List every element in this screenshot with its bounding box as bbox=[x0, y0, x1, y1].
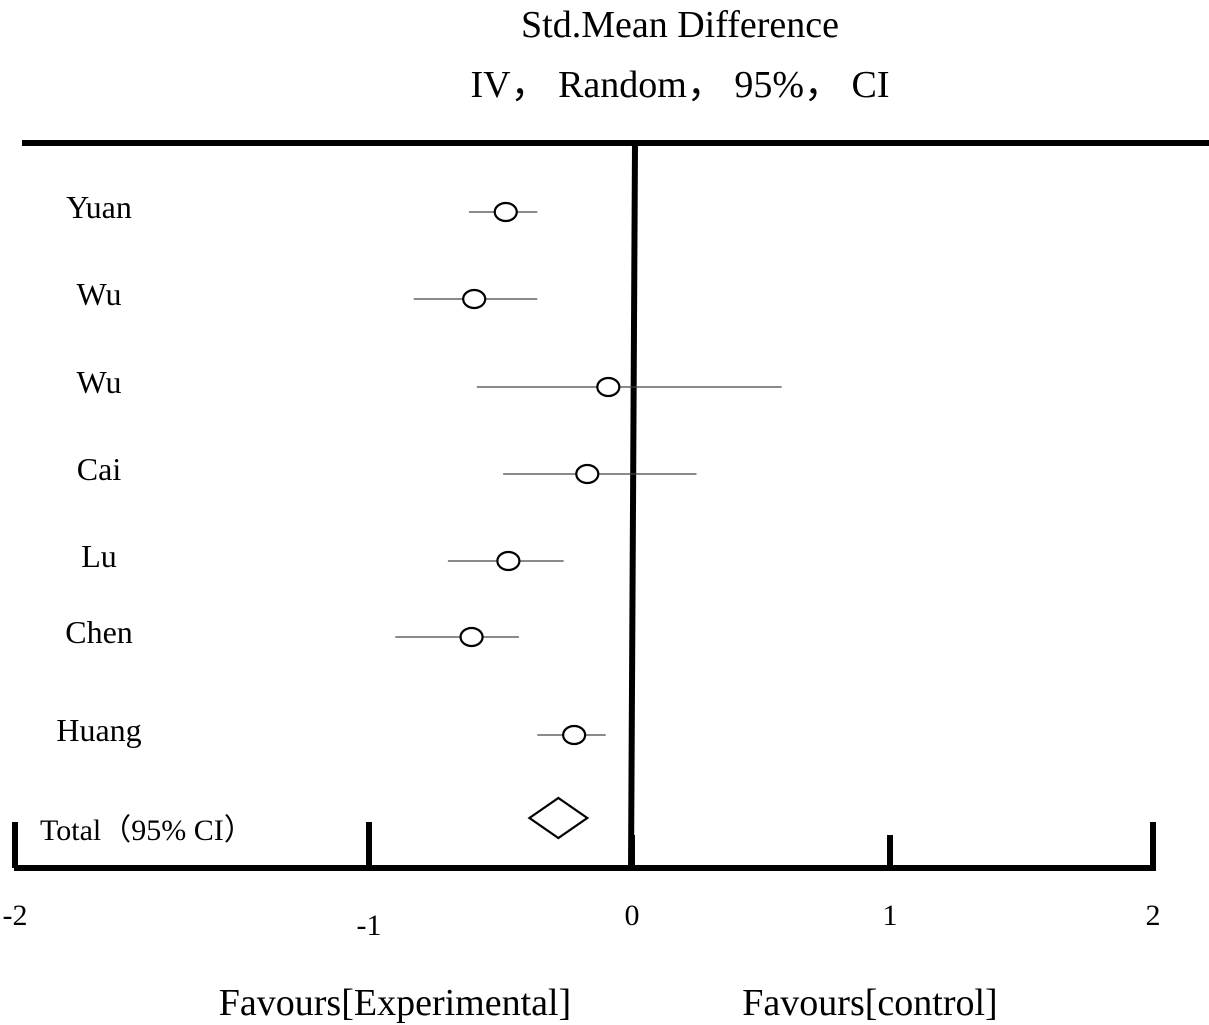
x-tick-label: -2 bbox=[3, 899, 28, 932]
point-estimate bbox=[496, 550, 521, 572]
study-label: Wu bbox=[77, 276, 122, 312]
study-label: Huang bbox=[56, 712, 141, 748]
xlabel-left: Favours[Experimental] bbox=[219, 982, 571, 1024]
x-tick-label: 1 bbox=[883, 899, 898, 932]
no-effect-line bbox=[628, 144, 638, 869]
study-label: Yuan bbox=[66, 189, 132, 225]
study-row: Yuan bbox=[66, 189, 538, 225]
point-estimate bbox=[493, 201, 518, 223]
study-row: Huang bbox=[56, 712, 606, 748]
study-label: Wu bbox=[77, 364, 122, 400]
point-estimate bbox=[462, 288, 487, 310]
study-row: Lu bbox=[81, 538, 564, 574]
point-estimate bbox=[596, 376, 621, 398]
study-row: Wu bbox=[77, 276, 538, 312]
study-row: Wu bbox=[77, 364, 782, 400]
x-tick-label: 2 bbox=[1146, 899, 1161, 932]
point-estimate bbox=[575, 463, 600, 485]
chart-title-line1: Std.Mean Difference bbox=[521, 4, 839, 46]
pooled-diamond bbox=[527, 796, 590, 840]
x-tick-label: 0 bbox=[625, 899, 640, 932]
study-label: Lu bbox=[81, 538, 117, 574]
point-estimate bbox=[562, 724, 587, 746]
study-row: Chen bbox=[65, 614, 519, 650]
xlabel-right: Favours[control] bbox=[742, 982, 997, 1024]
study-label: Chen bbox=[65, 614, 133, 650]
study-row: Cai bbox=[77, 451, 697, 487]
x-tick-label: -1 bbox=[357, 909, 382, 942]
chart-title-line2: IV， Random， 95%， CI bbox=[470, 64, 889, 106]
study-label: Cai bbox=[77, 451, 122, 487]
point-estimate bbox=[459, 626, 484, 648]
total-label: Total（95% CI） bbox=[40, 814, 254, 847]
total-row: Total（95% CI） bbox=[40, 796, 590, 847]
